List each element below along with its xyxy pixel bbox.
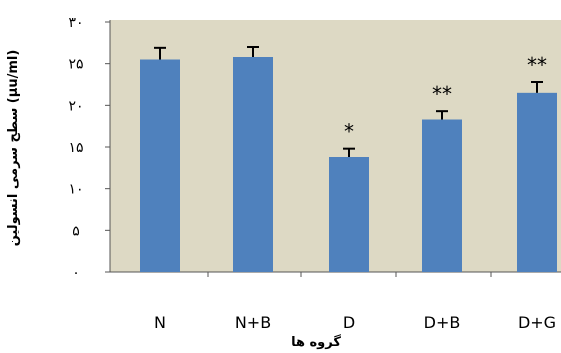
y-tick-label: ۲۰	[68, 98, 83, 114]
significance-marker: *	[344, 120, 354, 144]
y-tick-label: ۱۵	[68, 140, 83, 156]
bar-d-plus-g	[517, 92, 557, 272]
x-tick-label: D+G	[518, 313, 556, 332]
y-tick-label: ۳۰	[68, 15, 83, 31]
y-tick-label: ۱۰	[68, 182, 83, 198]
x-axis-ticks: N N+B D D+B D+G	[154, 272, 556, 332]
x-tick-label: D	[343, 313, 355, 332]
bar-d-plus-b	[422, 119, 462, 272]
y-tick-label: ۲۵	[68, 57, 83, 73]
x-tick-label: D+B	[424, 313, 461, 332]
y-tick-label: ۵	[72, 223, 80, 239]
bar-d	[329, 157, 369, 272]
bar-n	[140, 59, 180, 272]
x-tick-label: N+B	[235, 313, 271, 332]
bars: *****	[140, 46, 557, 272]
significance-marker: **	[527, 53, 547, 77]
x-axis-title: گروه ها	[291, 334, 341, 350]
y-tick-label: ۰	[72, 265, 80, 281]
x-tick-label: N	[154, 313, 166, 332]
y-axis-ticks: ۰ ۵ ۱۰ ۱۵ ۲۰ ۲۵ ۳۰	[68, 15, 110, 281]
significance-marker: **	[432, 82, 452, 106]
y-axis-title: سطح سرمی انسولین (μu/ml)	[6, 50, 21, 247]
bar-n-plus-b	[233, 57, 273, 272]
